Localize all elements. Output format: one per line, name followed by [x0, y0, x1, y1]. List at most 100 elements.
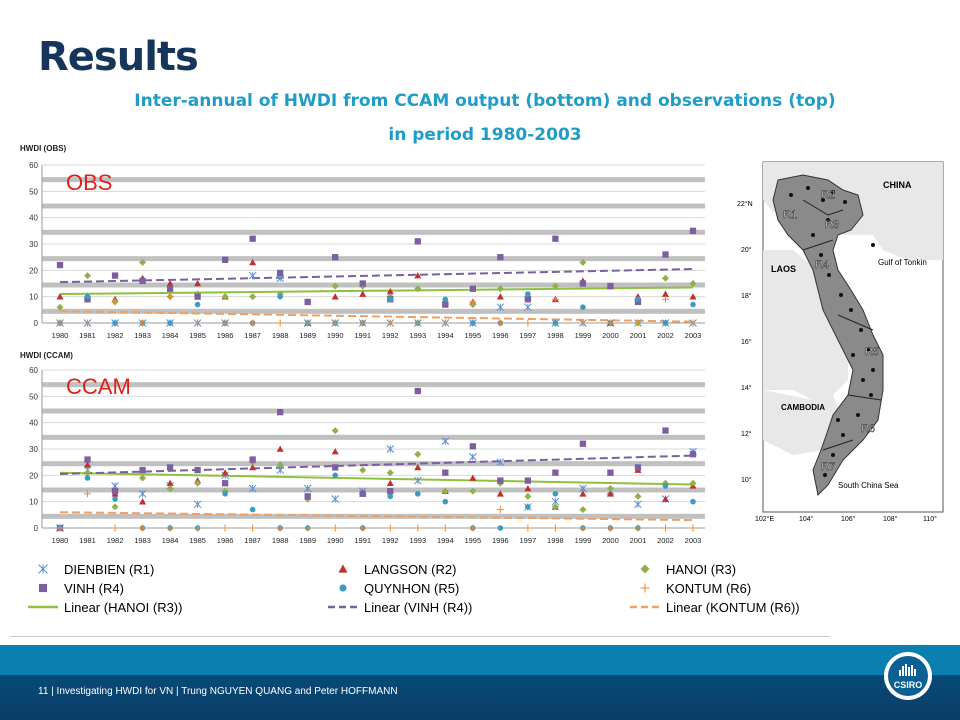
- grid-band: [42, 203, 705, 209]
- point-langson: [496, 293, 504, 300]
- point-kontum: [661, 295, 669, 303]
- point-quynhon: [442, 296, 449, 303]
- grid-band: [42, 461, 705, 467]
- point-hanoi: [139, 258, 147, 266]
- point-hanoi: [524, 492, 532, 500]
- point-dienbien: [634, 500, 642, 509]
- point-dienbien: [248, 271, 257, 280]
- point-kontum: [551, 295, 559, 303]
- point-quynhon: [662, 483, 669, 489]
- point-kontum: [386, 524, 394, 532]
- trend-lin_kontum: [59, 511, 694, 522]
- point-langson: [359, 290, 367, 297]
- point-dienbien: [524, 303, 532, 312]
- y-tick-label: 10: [29, 498, 38, 507]
- point-kontum: [111, 298, 119, 306]
- point-quynhon: [635, 296, 641, 303]
- point-langson: [496, 490, 504, 497]
- point-vinh: [607, 282, 614, 290]
- slide-subtitle-line2: in period 1980-2003: [388, 125, 582, 145]
- point-vinh: [277, 408, 284, 416]
- point-kontum: [689, 319, 697, 327]
- point-kontum: [276, 524, 284, 532]
- x-tick-label: 1989: [299, 536, 316, 545]
- point-vinh: [524, 296, 532, 303]
- x-tick-label: 1989: [299, 331, 316, 340]
- x-tick-label: 1994: [437, 536, 454, 545]
- point-hanoi: [414, 450, 422, 458]
- point-langson: [661, 495, 669, 502]
- point-hanoi: [441, 487, 449, 495]
- grid-band: [42, 229, 705, 235]
- point-kontum: [249, 319, 257, 327]
- point-vinh: [166, 285, 174, 292]
- x-tick-label: 1995: [464, 536, 481, 545]
- x-tick-label: 1986: [217, 331, 234, 340]
- vietnam-shape: [772, 174, 884, 497]
- point-langson: [166, 280, 174, 287]
- point-vinh: [469, 285, 476, 292]
- point-hanoi: [56, 303, 64, 311]
- point-vinh: [194, 466, 201, 474]
- point-langson: [194, 280, 202, 287]
- chart-ccam: 0 10 20 30 40 50 60 1980 1981 1982 1983 1984 1985 198…: [20, 351, 705, 545]
- point-quynhon: [84, 293, 91, 300]
- point-kontum: [249, 524, 257, 532]
- x-tick-label: 1984: [162, 536, 179, 545]
- map-label-sea: South China Sea: [838, 481, 899, 490]
- point-kontum: [194, 524, 202, 532]
- legend-label: LANGSON (R2): [364, 562, 456, 577]
- point-langson: [606, 490, 614, 497]
- point-quynhon: [525, 291, 531, 297]
- point-kontum: [194, 319, 202, 327]
- x-tick-label: 1983: [134, 331, 151, 340]
- slide-title: Results: [38, 34, 199, 80]
- vietnam-region-map: CHINA LAOS Gulf of Tonkin CAMBODIA South…: [733, 140, 960, 525]
- x-tick-label: 1991: [354, 331, 371, 340]
- point-hanoi: [359, 466, 367, 474]
- map-label-cambodia: CAMBODIA: [781, 403, 825, 412]
- point-hanoi: [331, 282, 339, 290]
- x-tick-label: 1999: [575, 331, 592, 340]
- point-kontum: [496, 319, 504, 327]
- region-r5: R5: [865, 346, 879, 358]
- point-kontum: [606, 319, 614, 327]
- point-kontum: [414, 524, 422, 532]
- legend-marker-langson: [338, 564, 348, 573]
- point-dienbien: [468, 453, 477, 461]
- point-dienbien: [413, 476, 422, 485]
- x-tick-label: 1991: [354, 536, 371, 545]
- point-langson: [249, 258, 257, 266]
- point-quynhon: [470, 320, 476, 326]
- point-hanoi: [579, 506, 587, 514]
- point-langson: [414, 272, 422, 279]
- legend-item-hanoi: HANOI (R3): [640, 562, 736, 577]
- point-vinh: [689, 451, 697, 458]
- point-hanoi: [469, 487, 477, 495]
- x-tick-label: 2002: [657, 331, 674, 340]
- point-langson: [331, 448, 339, 455]
- point-vinh: [194, 293, 201, 300]
- legend-item-lin_kontum: Linear (KONTUM (R6)): [630, 600, 800, 615]
- point-vinh: [277, 269, 284, 277]
- point-quynhon: [167, 320, 173, 326]
- chart-title: OBS: [66, 170, 112, 195]
- x-tick-label: 1981: [79, 331, 96, 340]
- y-axis-label: HWDI (OBS): [20, 144, 67, 153]
- point-vinh: [634, 464, 642, 471]
- legend-label: Linear (VINH (R4)): [364, 600, 472, 615]
- point-vinh: [387, 487, 394, 495]
- point-vinh: [111, 487, 119, 495]
- point-kontum: [304, 524, 312, 532]
- point-langson: [331, 293, 339, 300]
- point-kontum: [139, 524, 147, 532]
- point-quynhon: [387, 493, 394, 500]
- point-kontum: [551, 524, 559, 532]
- map-label-laos: LAOS: [771, 264, 796, 274]
- point-kontum: [84, 319, 92, 327]
- point-vinh: [304, 493, 311, 500]
- point-kontum: [111, 524, 119, 532]
- point-kontum: [441, 319, 449, 327]
- x-tick-label: 1981: [79, 536, 96, 545]
- legend-marker-dienbien: [38, 564, 48, 574]
